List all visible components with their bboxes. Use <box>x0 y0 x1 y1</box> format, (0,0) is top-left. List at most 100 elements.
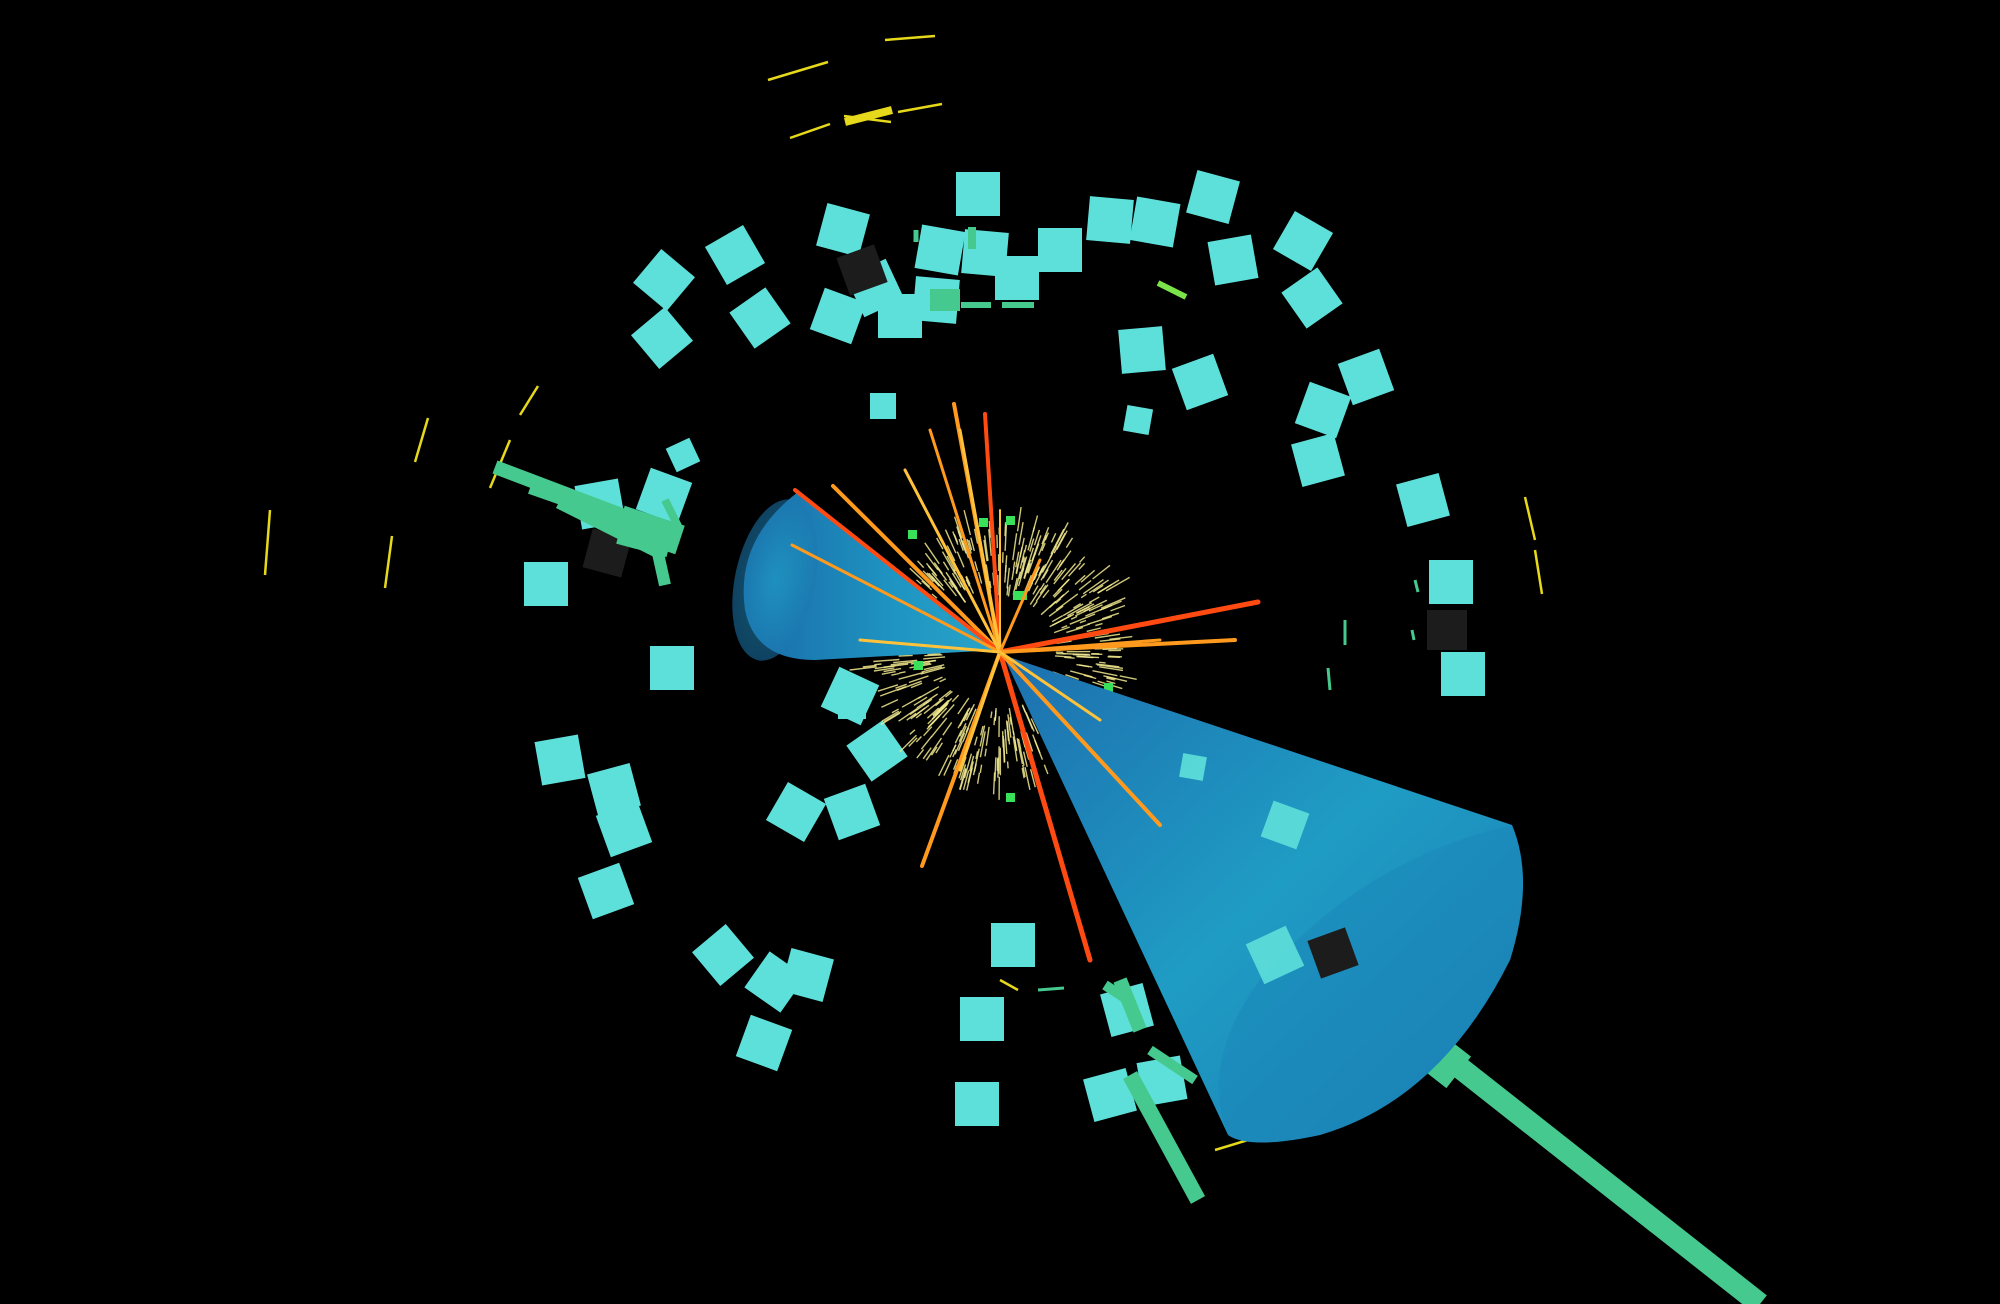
outer-hit-segment <box>897 102 943 114</box>
muon-chamber-square <box>524 562 568 606</box>
tracker-hit <box>1040 559 1054 581</box>
tracker-hit <box>994 707 997 721</box>
tracker-hit <box>934 698 945 707</box>
muon-chamber-square <box>633 249 695 311</box>
muon-chamber-square <box>1086 196 1134 244</box>
tracker-hit <box>943 759 952 776</box>
outer-hit-segment <box>844 106 893 126</box>
tracker-hit <box>915 713 923 719</box>
tracker-hit <box>881 698 899 708</box>
particle-tracks-layer <box>790 402 1261 963</box>
tracker-hit <box>1033 529 1041 546</box>
tracker-hit <box>1041 526 1050 545</box>
tracker-hit <box>1012 736 1018 762</box>
tracker-hit <box>1103 675 1128 682</box>
muon-segment-block <box>968 227 976 249</box>
tracker-hit <box>937 700 950 712</box>
muon-chamber-square <box>692 924 754 986</box>
muon-chamber-square <box>650 646 694 690</box>
tracker-hit <box>1035 584 1049 602</box>
muon-chamber-square <box>960 997 1004 1041</box>
tracker-hit <box>1088 579 1109 594</box>
tracker-hit <box>1027 526 1036 551</box>
particle-track <box>998 650 1102 722</box>
tracker-hit <box>938 690 952 701</box>
tracker-hit <box>954 729 963 744</box>
muon-chamber-square <box>1122 404 1154 436</box>
tracker-hit <box>909 567 931 588</box>
tracker-hit <box>1053 588 1063 598</box>
tracker-hit <box>972 748 980 776</box>
tracker-hit <box>980 725 984 736</box>
muon-chamber-dark-square <box>836 244 888 296</box>
tracker-hit <box>923 726 933 737</box>
tracker-hit <box>913 696 928 706</box>
tracker-hit <box>959 764 967 781</box>
particle-track <box>790 543 1002 654</box>
tracker-hit <box>958 768 967 790</box>
particle-track <box>831 484 1002 654</box>
tracker-hit <box>1012 561 1016 569</box>
tracker-hit <box>873 667 895 672</box>
muon-chamber-square <box>1118 326 1166 374</box>
tracker-hit <box>1055 593 1079 611</box>
jet-cone-lower-right <box>1003 655 1524 1143</box>
tracker-hit <box>958 725 967 742</box>
tracker-hit <box>939 678 947 683</box>
tracker-hit <box>916 693 938 709</box>
muon-chamber-square <box>995 256 1039 300</box>
tracker-hit <box>1008 707 1015 736</box>
tracker-hit <box>1037 535 1048 556</box>
particle-track <box>793 488 1002 654</box>
tracker-hit <box>1053 569 1063 582</box>
tracker-hit <box>1062 603 1084 617</box>
tracker-hit <box>933 676 943 682</box>
muon-chamber-square-front <box>1179 753 1207 781</box>
tracker-hit <box>959 723 967 737</box>
tracker-hit <box>930 746 938 756</box>
tracker-hit <box>1100 597 1126 609</box>
tracker-hit <box>1004 522 1007 537</box>
tracker-hit <box>954 732 966 755</box>
tracker-hit <box>1041 553 1054 573</box>
particle-track <box>997 599 1261 655</box>
tracker-hit <box>963 712 969 722</box>
tracker-hit <box>1007 714 1012 738</box>
muon-chamber-square <box>809 287 867 345</box>
calorimeter-tower <box>661 498 684 532</box>
tracker-hit <box>879 686 906 697</box>
tracker-hit <box>1106 680 1116 685</box>
outer-hit-segment <box>789 122 831 140</box>
muon-segment-block <box>913 230 919 242</box>
tracker-hit <box>1016 738 1024 765</box>
calorimeter-tick <box>1413 579 1420 593</box>
tracker-hit <box>1052 614 1072 626</box>
tracker-hit <box>1083 599 1108 613</box>
tracker-hit <box>988 520 992 538</box>
calorimeter-tick <box>1410 629 1416 641</box>
tracker-hit <box>1018 521 1024 545</box>
tracker-hit <box>953 516 963 539</box>
vertex-hit <box>1006 516 1015 525</box>
tracker-hit <box>923 656 946 660</box>
tracker-hit <box>921 666 943 673</box>
tracker-hit <box>1019 749 1025 766</box>
muon-chamber-square <box>816 203 870 257</box>
muon-chamber-square <box>1281 267 1343 329</box>
tracker-hit <box>1092 670 1118 677</box>
tracker-hit <box>915 579 922 585</box>
tracker-hit <box>979 764 983 774</box>
tracker-hit <box>1034 563 1047 586</box>
tracker-hit <box>1012 730 1018 751</box>
tracker-hit <box>1015 563 1019 574</box>
tracker-hit <box>1105 576 1130 592</box>
tracker-hit <box>1017 738 1022 750</box>
tracker-hit <box>993 717 996 726</box>
tracker-hit <box>1048 605 1064 617</box>
tracker-hit <box>920 666 945 675</box>
tracker-hit <box>909 729 916 735</box>
tracker-hit <box>974 736 978 746</box>
tracker-hit <box>915 736 922 743</box>
muon-chamber-square <box>1171 353 1229 411</box>
tracker-hit <box>1004 565 1007 573</box>
